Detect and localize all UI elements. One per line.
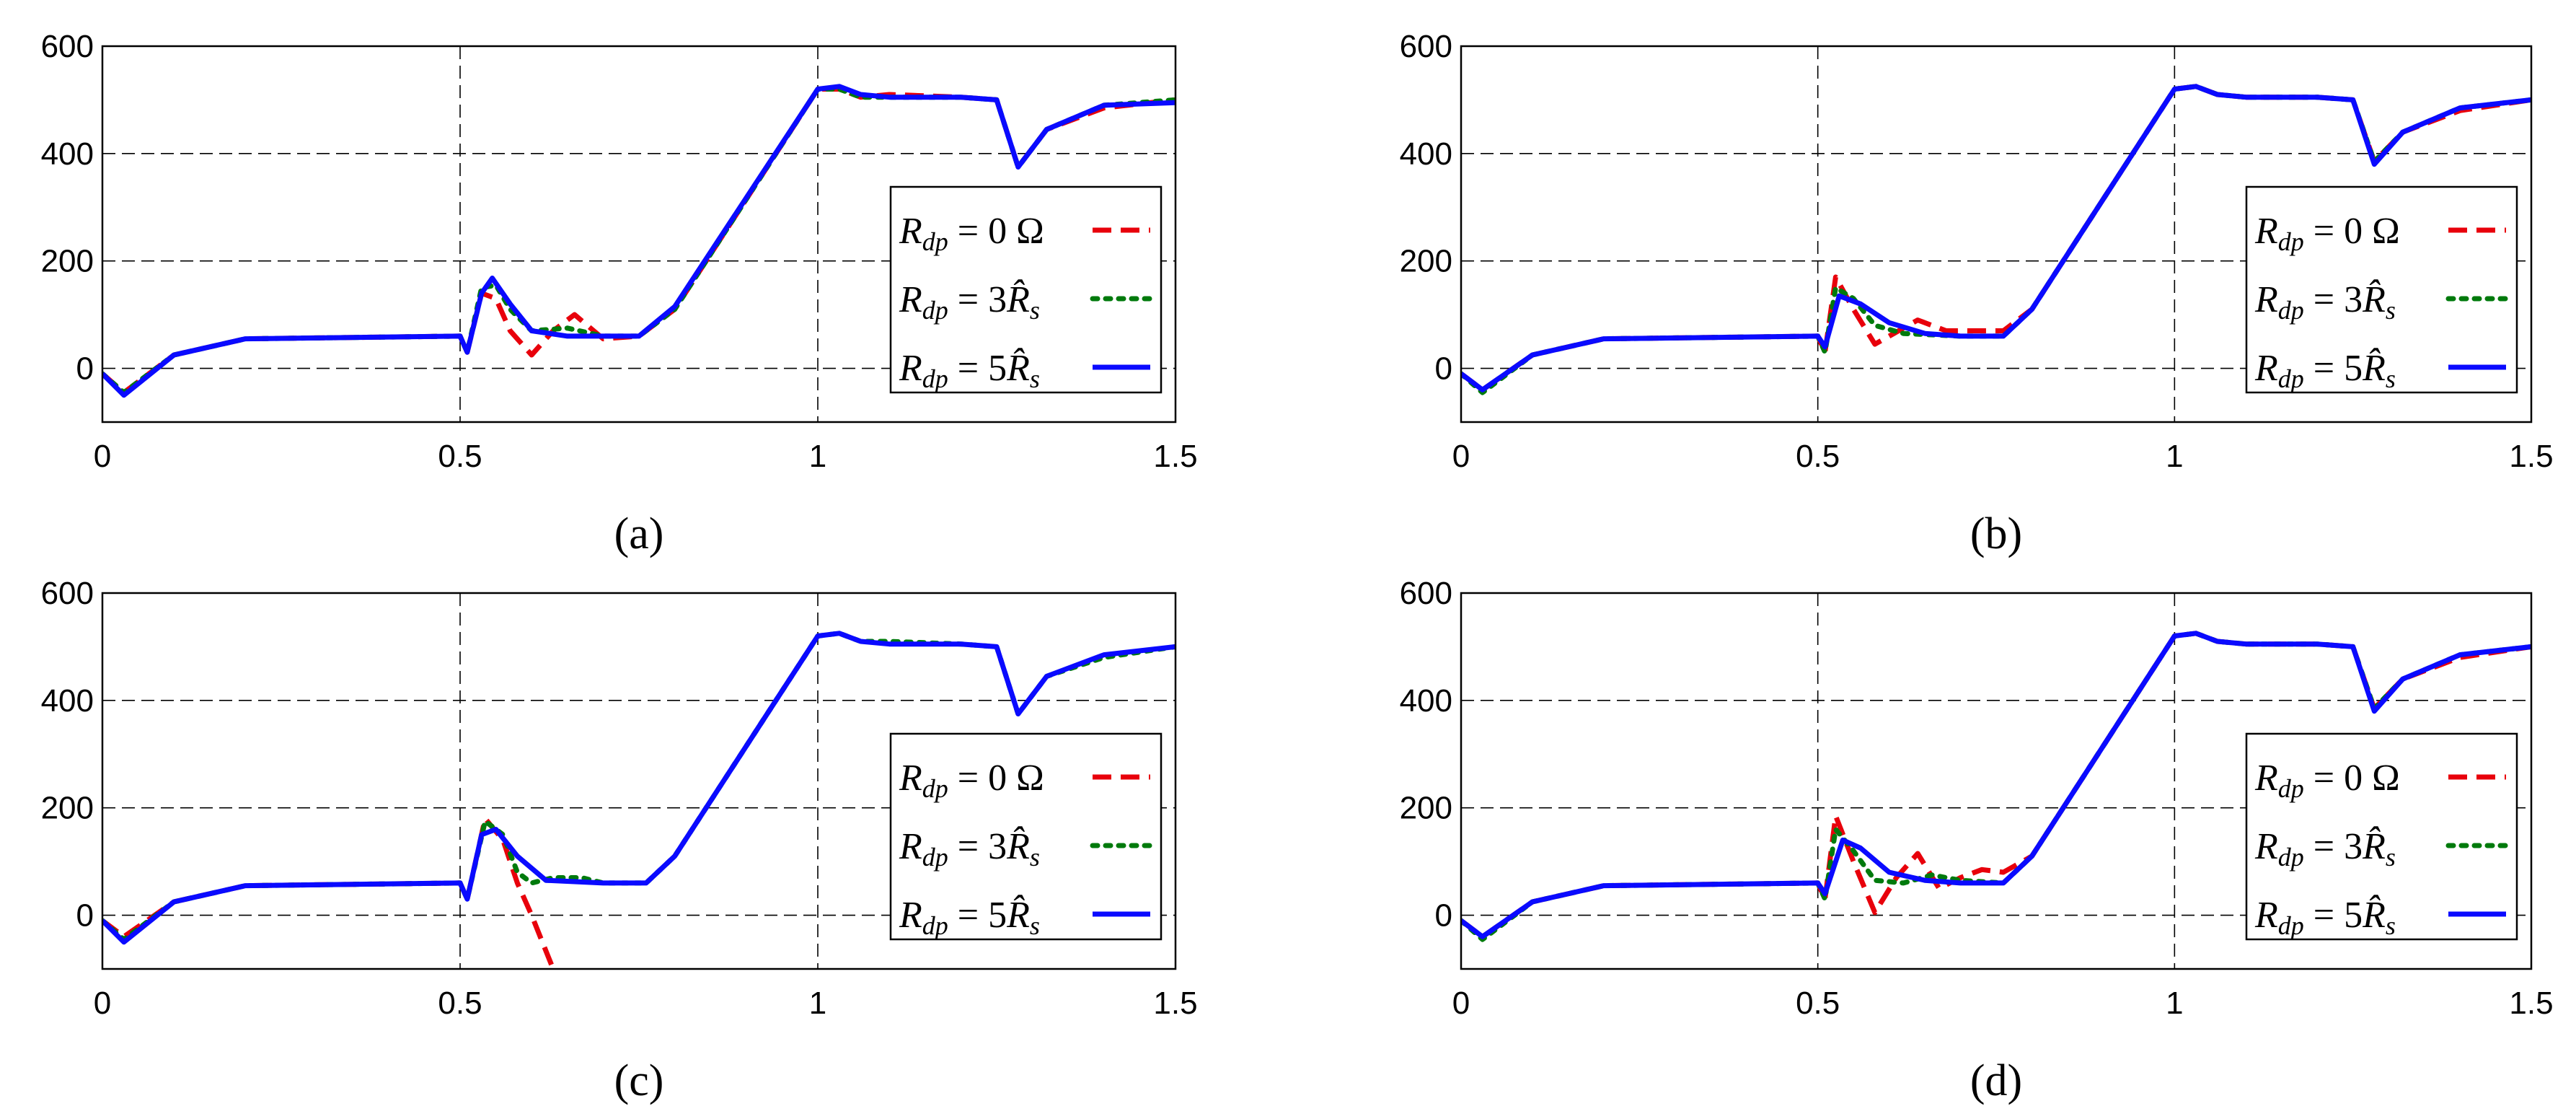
series-group: [102, 84, 1175, 398]
panel-caption: (b): [1970, 509, 2022, 558]
panel-caption: (d): [1970, 1056, 2022, 1105]
y-tick-label: 400: [41, 683, 94, 719]
y-tick-label: 0: [1435, 351, 1452, 387]
y-tick-label: 600: [41, 29, 94, 64]
y-tick-label: 400: [41, 136, 94, 172]
plot-frame: [101, 45, 1177, 424]
x-tick-label: 1: [2166, 439, 2183, 474]
series-line-1: [102, 816, 556, 969]
y-tick-label: 400: [1400, 683, 1452, 719]
x-tick-label: 1.5: [1153, 986, 1197, 1021]
y-tick-label: 200: [41, 791, 94, 826]
x-tick-label: 0: [94, 439, 111, 474]
legend: Rdp = 0 Ω Rdp = 3R̂s Rdp = 5R̂s: [889, 185, 1163, 394]
panel-caption: (a): [614, 509, 664, 558]
x-tick-label: 0: [94, 986, 111, 1021]
x-tick-label: 0.5: [438, 986, 482, 1021]
legend-label-1: Rdp = 0 Ω: [2254, 758, 2400, 803]
x-tick-label: 0.5: [1796, 439, 1840, 474]
legend: Rdp = 0 Ω Rdp = 3R̂s Rdp = 5R̂s: [2245, 185, 2518, 394]
x-tick-label: 1.5: [2509, 439, 2553, 474]
y-tick-label: 200: [1400, 791, 1452, 826]
panel-caption: (c): [614, 1056, 664, 1105]
legend-label-2: Rdp = 3R̂s: [899, 826, 1040, 872]
legend-label-3: Rdp = 5R̂s: [899, 895, 1040, 940]
legend-label-3: Rdp = 5R̂s: [2254, 348, 2396, 393]
plot-frame: [1460, 45, 2533, 424]
x-tick-label: 0.5: [438, 439, 482, 474]
plot-frame: [101, 592, 1177, 970]
series-line-3: [1461, 84, 2531, 392]
legend-box: [2245, 185, 2518, 394]
legend-label-2: Rdp = 3R̂s: [2254, 826, 2396, 872]
x-tick-label: 1: [2166, 986, 2183, 1021]
legend-box: [2245, 732, 2518, 941]
x-tick-label: 1: [809, 986, 826, 1021]
legend-box: [889, 185, 1163, 394]
y-tick-label: 0: [1435, 898, 1452, 934]
x-tick-label: 1.5: [2509, 986, 2553, 1021]
x-tick-label: 0: [1452, 986, 1470, 1021]
legend-label-1: Rdp = 0 Ω: [2254, 211, 2400, 256]
legend: Rdp = 0 Ω Rdp = 3R̂s Rdp = 5R̂s: [2245, 732, 2518, 941]
plot-frame: [1460, 592, 2533, 970]
legend-label-2: Rdp = 3R̂s: [899, 279, 1040, 325]
y-tick-label: 200: [41, 244, 94, 279]
y-tick-label: 600: [1400, 29, 1452, 64]
x-tick-label: 1.5: [1153, 439, 1197, 474]
series-line-3: [1461, 631, 2531, 939]
y-tick-label: 600: [1400, 576, 1452, 611]
series-line-3: [102, 84, 1175, 398]
y-tick-label: 200: [1400, 244, 1452, 279]
legend-label-1: Rdp = 0 Ω: [899, 758, 1044, 803]
series-group: [1461, 631, 2531, 942]
y-tick-label: 0: [76, 351, 94, 387]
series-line-3: [102, 631, 1175, 945]
legend-label-3: Rdp = 5R̂s: [899, 348, 1040, 393]
y-tick-label: 600: [41, 576, 94, 611]
y-tick-label: 0: [76, 898, 94, 934]
x-tick-label: 1: [809, 439, 826, 474]
legend-label-3: Rdp = 5R̂s: [2254, 895, 2396, 940]
series-group: [102, 631, 1175, 969]
x-tick-label: 0: [1452, 439, 1470, 474]
legend-box: [889, 732, 1163, 941]
legend-label-1: Rdp = 0 Ω: [899, 211, 1044, 256]
legend-label-2: Rdp = 3R̂s: [2254, 279, 2396, 325]
y-tick-label: 400: [1400, 136, 1452, 172]
series-group: [1461, 84, 2531, 395]
x-tick-label: 0.5: [1796, 986, 1840, 1021]
legend: Rdp = 0 Ω Rdp = 3R̂s Rdp = 5R̂s: [889, 732, 1163, 941]
